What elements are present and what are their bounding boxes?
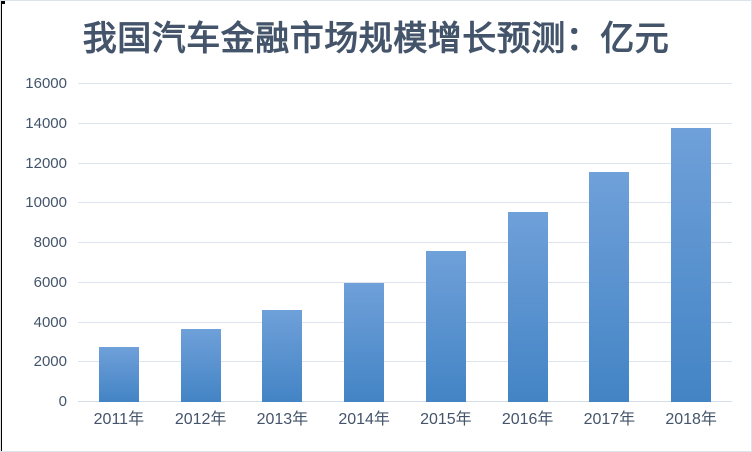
bar-2017年	[589, 172, 630, 402]
chart-title: 我国汽车金融市场规模增长预测：亿元	[82, 19, 670, 59]
y-axis-tick-label: 12000	[25, 154, 67, 172]
y-axis-tick-label: 14000	[25, 114, 67, 132]
x-axis-tick-label: 2011年	[93, 411, 145, 428]
bar-2016年	[507, 212, 548, 402]
y-axis-tick-label: 10000	[25, 194, 67, 212]
bar-slot	[160, 84, 242, 402]
gridline	[78, 83, 732, 84]
bar-slot	[487, 84, 569, 402]
gridline	[78, 202, 732, 204]
bar-slot	[405, 84, 487, 402]
bar-slot	[650, 84, 732, 402]
bar-slot	[78, 84, 160, 402]
x-axis-tick-label: 2017年	[583, 411, 636, 428]
gridline	[78, 281, 732, 283]
x-axis-tick-label: 2016年	[501, 411, 554, 428]
bar-slot	[569, 84, 651, 402]
y-axis-tick-label: 16000	[25, 75, 67, 92]
bar-slot	[242, 84, 324, 402]
bar-slot	[323, 84, 405, 402]
y-axis-tick-label: 2000	[33, 353, 67, 371]
x-axis-tick-label: 2014年	[338, 411, 390, 428]
y-axis-tick-label: 0	[58, 393, 67, 410]
x-axis-tick-label: 2012年	[174, 411, 227, 428]
gridline	[78, 361, 732, 363]
screenshot-corner-artifact	[1, 1, 5, 4]
y-axis-labels: 0 2000 4000 6000 8000 10000 12000 14000 16000	[1, 75, 67, 410]
bar-2013年	[262, 309, 303, 402]
x-axis-line	[78, 401, 732, 402]
bar-2012年	[180, 329, 221, 402]
y-axis-tick-label: 4000	[33, 313, 67, 331]
gridlines	[78, 83, 732, 402]
bar-2018年	[671, 127, 712, 402]
x-axis-tick-label: 2013年	[256, 411, 309, 428]
gridline	[78, 122, 732, 124]
bar-series	[78, 84, 732, 402]
bar-2014年	[344, 282, 385, 402]
gridline	[78, 321, 732, 323]
bar-2011年	[98, 347, 139, 402]
screenshot-left-edge-artifact	[1, 1, 2, 451]
y-axis-tick-label: 6000	[33, 273, 67, 291]
x-axis-tick-label: 2018年	[665, 411, 717, 428]
bar-2015年	[425, 250, 466, 402]
plot-area	[78, 83, 732, 402]
x-axis-tick-label: 2015年	[420, 411, 472, 428]
gridline	[78, 162, 732, 164]
gridline	[78, 242, 732, 243]
y-axis-tick-label: 8000	[33, 234, 67, 251]
x-axis-labels: 2011年 2012年 2013年 2014年 2015年 2016年 2017年 2018年	[78, 409, 732, 433]
